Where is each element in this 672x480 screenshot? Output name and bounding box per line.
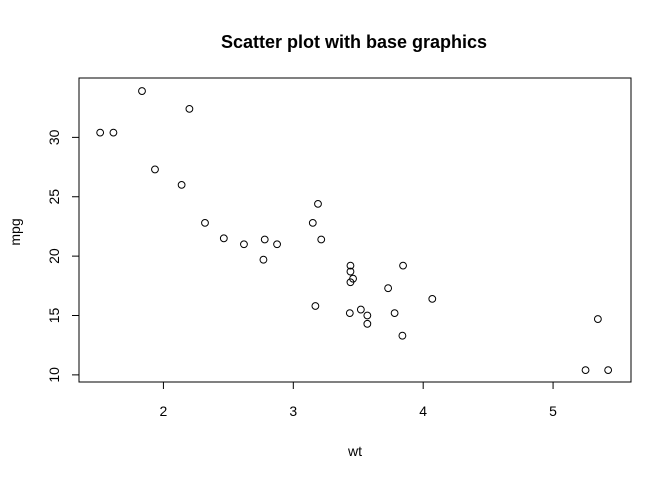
data-point — [345, 309, 354, 318]
data-point — [240, 240, 248, 249]
data-point — [177, 180, 186, 189]
data-point — [346, 278, 355, 287]
data-point — [201, 218, 209, 227]
data-point — [390, 309, 399, 318]
x-tick-label: 5 — [549, 403, 557, 419]
data-point — [308, 218, 317, 227]
x-axis-label: wt — [347, 443, 362, 459]
plot-frame — [78, 77, 632, 383]
y-axis: 10 15 20 25 30 — [46, 129, 80, 383]
data-point — [109, 128, 118, 137]
x-tick-label: 4 — [419, 403, 427, 419]
x-tick-label: 3 — [289, 403, 297, 419]
y-tick-label: 30 — [46, 129, 62, 145]
data-point — [346, 267, 355, 276]
data-point — [363, 311, 372, 320]
data-point — [151, 165, 159, 174]
data-point — [428, 294, 437, 303]
x-tick-label: 2 — [160, 403, 168, 419]
data-point — [138, 87, 146, 95]
data-points — [96, 87, 613, 375]
data-point — [219, 234, 228, 243]
y-tick-label: 25 — [46, 189, 62, 205]
data-point — [311, 302, 320, 310]
data-point — [185, 104, 194, 113]
data-point — [581, 366, 590, 375]
data-point — [356, 305, 365, 314]
data-point — [273, 240, 281, 249]
data-point — [363, 319, 372, 328]
data-point — [399, 261, 407, 270]
data-point — [398, 331, 407, 340]
y-tick-label: 15 — [46, 308, 62, 324]
y-tick-label: 10 — [46, 367, 62, 383]
chart-title: Scatter plot with base graphics — [221, 32, 487, 52]
data-point — [384, 284, 393, 293]
data-point — [593, 315, 602, 323]
data-point — [317, 235, 326, 244]
data-point — [96, 128, 105, 137]
data-point — [604, 366, 613, 375]
data-point — [260, 235, 269, 244]
data-point — [346, 261, 355, 270]
x-axis: 2 3 4 5 — [160, 381, 557, 419]
data-point — [314, 199, 322, 208]
y-tick-label: 20 — [46, 248, 62, 264]
data-point — [259, 255, 268, 264]
y-axis-label: mpg — [7, 218, 23, 245]
